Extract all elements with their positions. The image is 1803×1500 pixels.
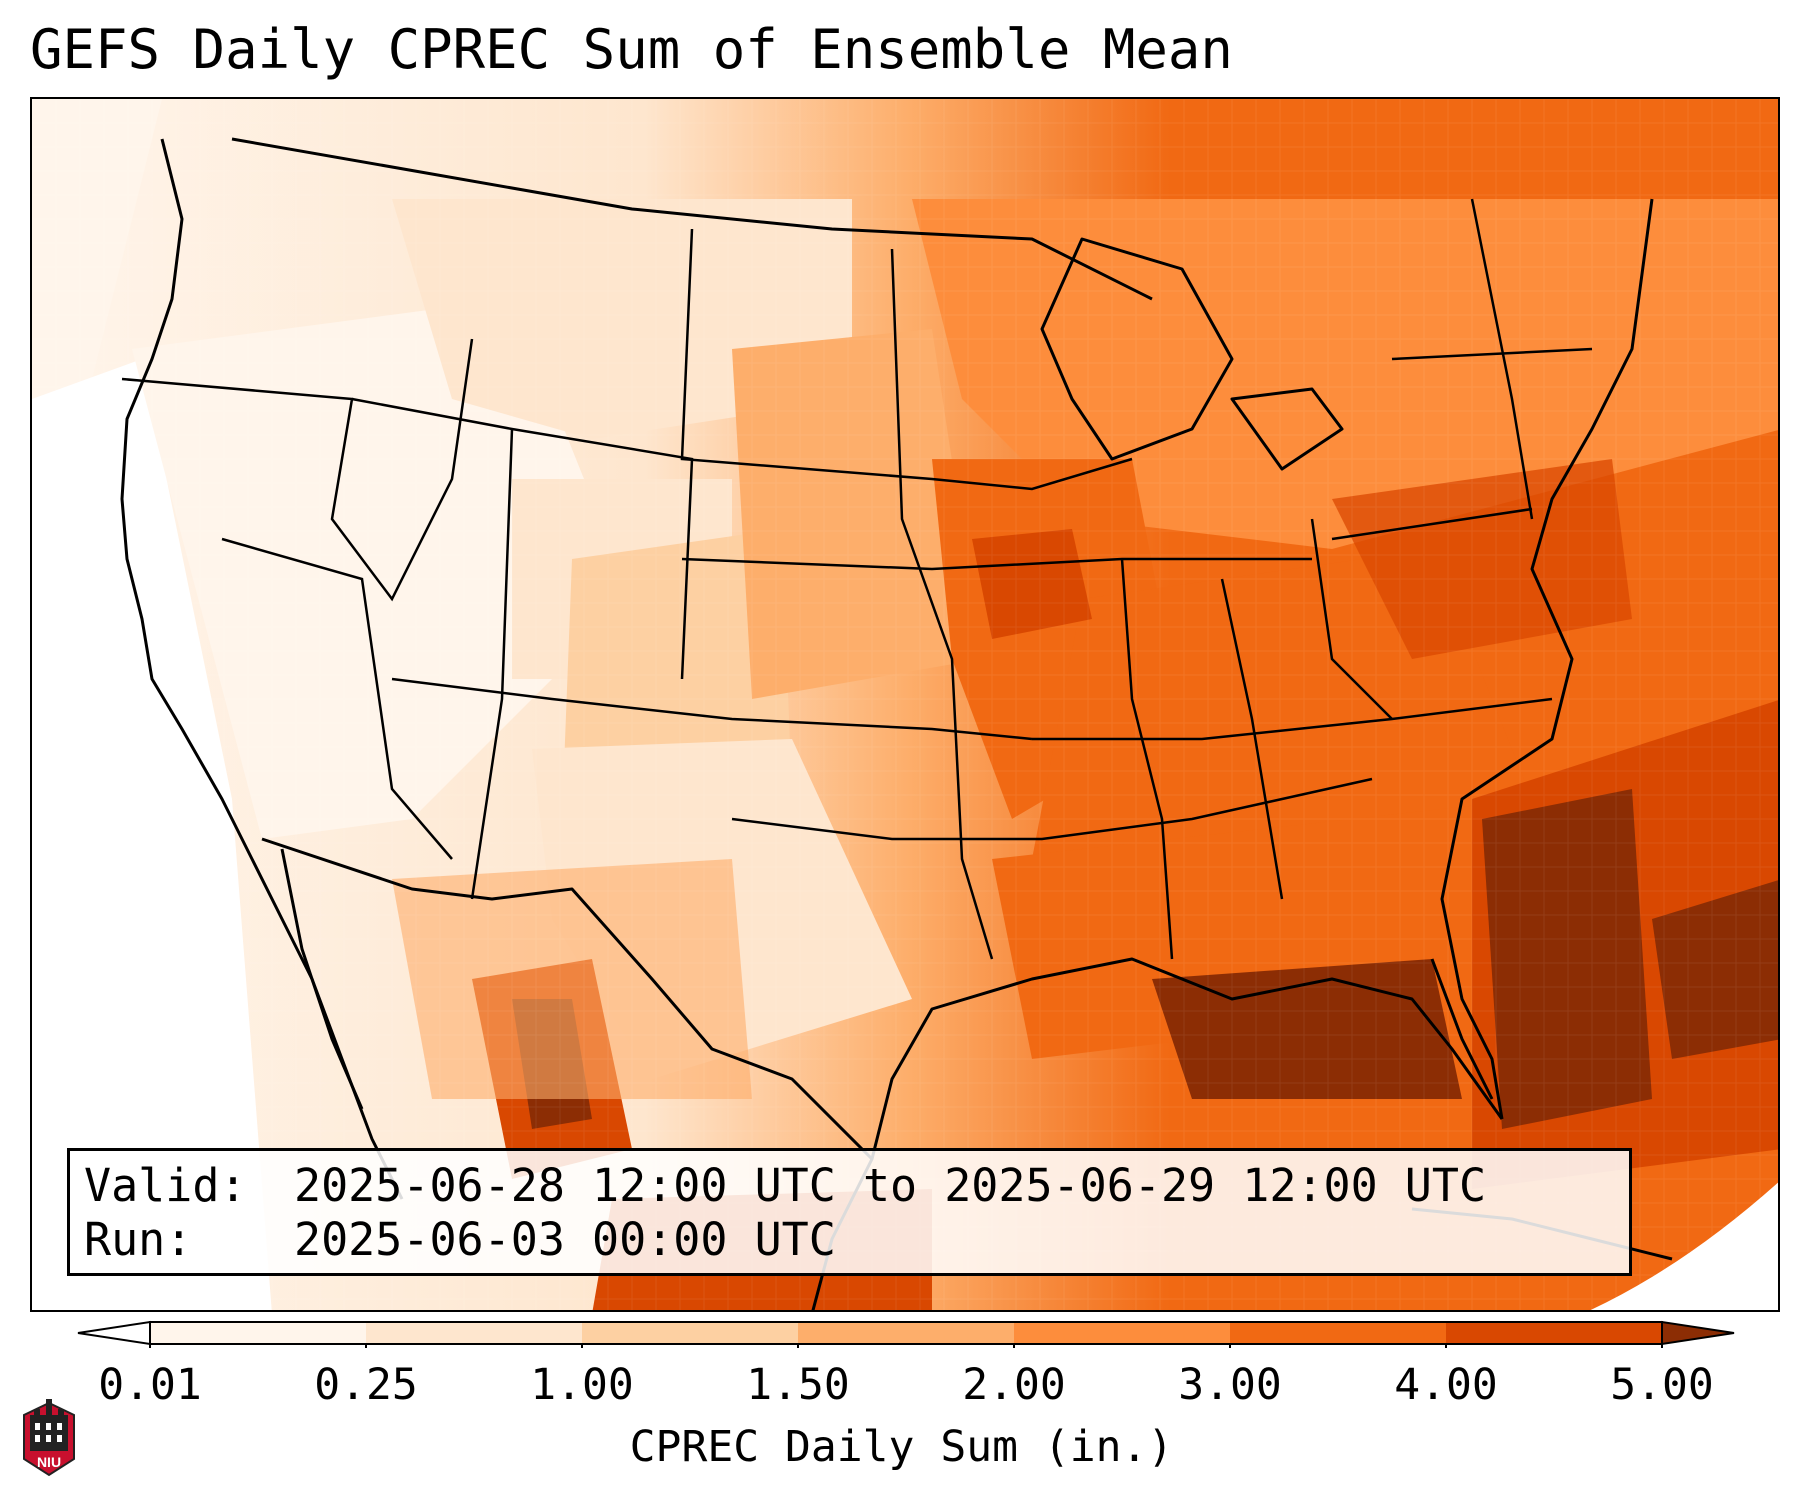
colorbar-tick-label: 2.00 bbox=[962, 1360, 1066, 1410]
colorbar-outline bbox=[149, 1321, 1663, 1345]
valid-line: Valid: 2025-06-28 12:00 UTC to 2025-06-29… bbox=[84, 1159, 1615, 1213]
valid-time-box: Valid: 2025-06-28 12:00 UTC to 2025-06-29… bbox=[67, 1148, 1632, 1276]
run-value: 2025-06-03 00:00 UTC bbox=[294, 1213, 836, 1266]
valid-label: Valid: bbox=[84, 1159, 247, 1212]
colorbar-tick-label: 0.01 bbox=[98, 1360, 202, 1410]
state-line bbox=[121, 338, 474, 602]
great-lakes bbox=[1040, 237, 1234, 461]
projection-edge bbox=[1590, 1182, 1778, 1310]
run-line: Run: 2025-06-03 00:00 UTC bbox=[84, 1213, 1615, 1267]
grid-texture bbox=[32, 99, 1778, 1310]
state-line bbox=[681, 557, 1312, 571]
colorbar-segment bbox=[798, 1322, 1015, 1344]
colorbar-tick-label: 0.25 bbox=[314, 1360, 418, 1410]
colorbar-under-triangle bbox=[77, 1320, 151, 1346]
state-line bbox=[1391, 347, 1593, 361]
state-line bbox=[1470, 198, 1534, 520]
niu-logo: NIU bbox=[23, 1399, 75, 1477]
coastline-east bbox=[1440, 198, 1654, 1120]
map-svg bbox=[32, 99, 1778, 1310]
colorbar-tick-label: 1.50 bbox=[746, 1360, 850, 1410]
state-line bbox=[731, 777, 1373, 841]
colorbar-segment bbox=[1230, 1322, 1447, 1344]
colorbar-segment bbox=[366, 1322, 583, 1344]
colorbar-tick-label: 1.00 bbox=[530, 1360, 634, 1410]
state-line bbox=[391, 677, 1033, 741]
colorbar-over-triangle bbox=[1661, 1320, 1735, 1346]
colorbar-segment bbox=[1446, 1322, 1663, 1344]
colorbar-label: CPREC Daily Sum (in.) bbox=[629, 1422, 1174, 1472]
colorbar bbox=[77, 1320, 1735, 1348]
state-lines bbox=[121, 198, 1593, 960]
state-line bbox=[351, 397, 694, 680]
valid-value: 2025-06-28 12:00 UTC to 2025-06-29 12:00… bbox=[294, 1159, 1487, 1212]
coastline-baja bbox=[280, 848, 364, 1110]
colorbar-tick-label: 3.00 bbox=[1178, 1360, 1282, 1410]
state-line bbox=[1120, 558, 1174, 960]
colorbar-tick-label: 4.00 bbox=[1394, 1360, 1498, 1410]
state-line bbox=[1310, 518, 1393, 720]
state-line bbox=[890, 248, 994, 960]
colorbar-tick-label: 5.00 bbox=[1610, 1360, 1714, 1410]
state-line bbox=[1331, 507, 1533, 541]
colorbar-segment bbox=[150, 1322, 367, 1344]
great-lakes bbox=[1230, 387, 1344, 471]
logo-text: NIU bbox=[37, 1454, 61, 1470]
state-line bbox=[1220, 578, 1284, 900]
state-line bbox=[1032, 697, 1553, 741]
page-title: GEFS Daily CPREC Sum of Ensemble Mean bbox=[30, 18, 1233, 81]
colorbar-segment bbox=[582, 1322, 799, 1344]
state-line bbox=[470, 428, 514, 900]
run-label: Run: bbox=[84, 1213, 193, 1266]
border-mexico bbox=[261, 837, 874, 1161]
state-line bbox=[221, 537, 453, 860]
coastline-florida bbox=[1430, 958, 1494, 1100]
state-line bbox=[680, 228, 1133, 491]
precipitation-map bbox=[30, 97, 1780, 1312]
colorbar-segment bbox=[1014, 1322, 1231, 1344]
